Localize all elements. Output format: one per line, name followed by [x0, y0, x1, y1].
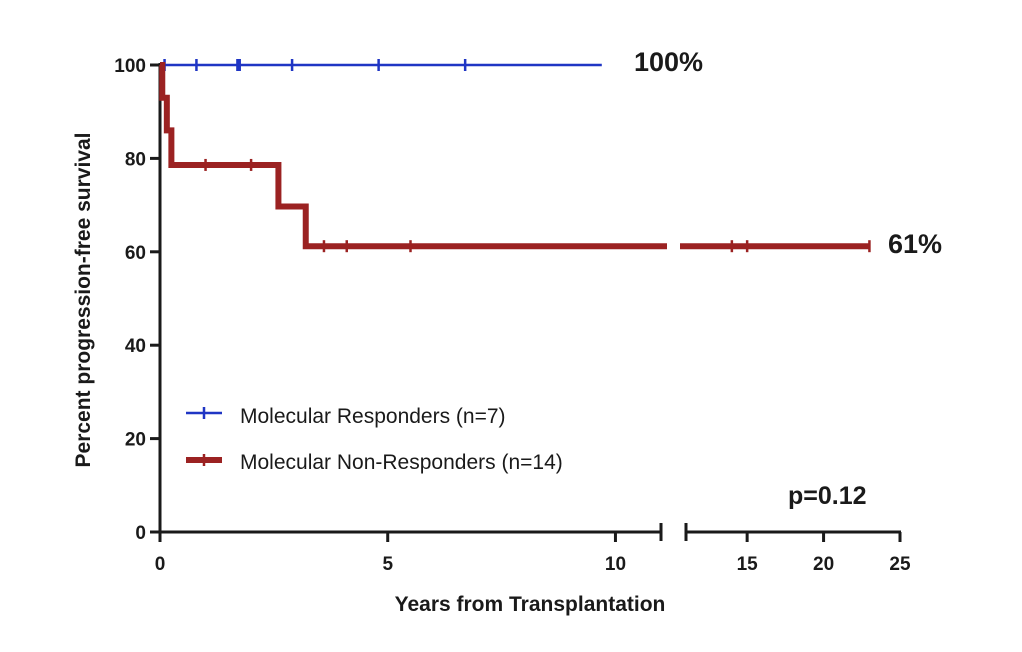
legend-swatch-non-responders — [186, 454, 222, 466]
x-tick-label: 0 — [155, 554, 166, 575]
x-tick-label: 5 — [382, 554, 393, 575]
legend: Molecular Responders (n=7) Molecular Non… — [186, 405, 563, 474]
legend-label-responders: Molecular Responders (n=7) — [240, 405, 506, 428]
series-1 — [159, 62, 871, 253]
legend-label-non-responders: Molecular Non-Responders (n=14) — [240, 451, 563, 474]
x-tick-label: 25 — [889, 554, 911, 575]
x-tick-label: 20 — [813, 554, 834, 575]
non-responders-end-label: 61% — [888, 229, 942, 259]
axis-break-gap — [667, 55, 680, 522]
y-tick-label: 40 — [125, 336, 146, 357]
x-tick-label: 15 — [737, 554, 759, 575]
legend-swatch-responders — [186, 407, 222, 419]
responders-end-label: 100% — [634, 47, 703, 77]
y-tick-label: 80 — [125, 149, 146, 170]
p-value-annotation: p=0.12 — [788, 482, 867, 510]
y-tick-label: 20 — [125, 430, 146, 451]
y-tick-label: 60 — [125, 243, 146, 264]
axis-ticks: 0 20 40 60 80 100 0 5 10 15 20 25 — [114, 56, 911, 575]
axes — [158, 63, 901, 534]
y-tick-label: 0 — [135, 523, 146, 544]
x-axis-title: Years from Transplantation — [395, 593, 666, 616]
y-tick-label: 100 — [114, 56, 146, 77]
survival-curve-1 — [159, 62, 870, 250]
x-tick-label: 10 — [605, 554, 626, 575]
series-layer — [159, 55, 871, 522]
y-axis-title: Percent progression-free survival — [72, 133, 95, 468]
series-0 — [160, 59, 602, 71]
